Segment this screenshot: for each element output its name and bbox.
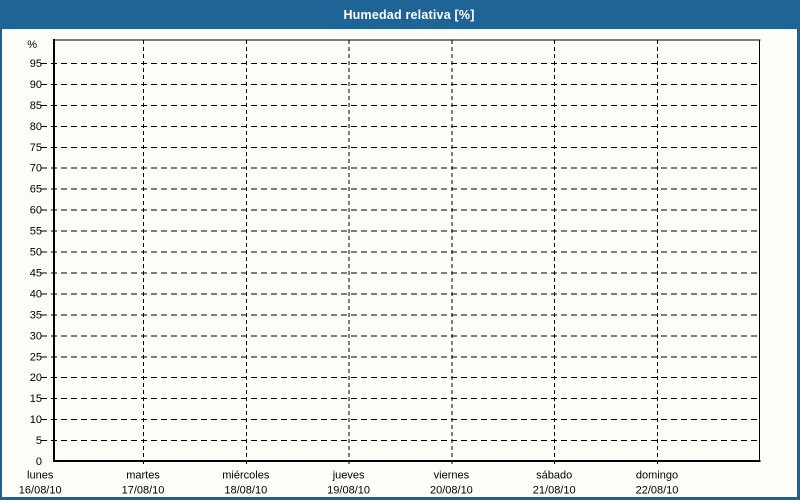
date-label: 16/08/10: [19, 485, 62, 497]
date-label: 22/08/10: [636, 485, 679, 497]
y-tick-label: 70: [30, 163, 42, 175]
day-label: domingo: [636, 470, 678, 482]
y-tick-label: 75: [30, 142, 42, 154]
day-label: viernes: [434, 470, 470, 482]
date-label: 20/08/10: [430, 485, 473, 497]
y-tick-label: 5: [36, 435, 42, 447]
h-gridlines: [41, 62, 760, 442]
day-label: sábado: [536, 470, 572, 482]
frame-border-right: [797, 0, 800, 500]
y-tick-label: 25: [30, 351, 42, 363]
y-tick-label: 10: [30, 414, 42, 426]
y-axis-unit-label: %: [27, 39, 37, 51]
chart-title: Humedad relativa [%]: [343, 7, 475, 22]
x-axis-labels: lunes 16/08/10 martes 17/08/10 miércoles 18/0…: [19, 470, 679, 497]
y-tick-label: 80: [30, 121, 42, 133]
chart-title-bar: Humedad relativa [%]: [0, 0, 800, 29]
date-label: 17/08/10: [122, 485, 165, 497]
day-label: martes: [126, 470, 160, 482]
y-tick-label: 55: [30, 226, 42, 238]
date-label: 19/08/10: [327, 485, 370, 497]
y-tick-label: 35: [30, 309, 42, 321]
y-tick-label: 85: [30, 100, 42, 112]
y-tick-label: 15: [30, 393, 42, 405]
y-axis-labels: 0 5 10 15 20 25 30 35 40 45 50 55 60 65 70 75 80 85 90 95%: [27, 39, 42, 468]
plot-border: [53, 39, 761, 462]
y-tick-label: 20: [30, 372, 42, 384]
y-tick-label: 40: [30, 288, 42, 300]
y-tick-label: 50: [30, 247, 42, 259]
day-label: jueves: [332, 470, 365, 482]
y-tick-label: 60: [30, 205, 42, 217]
day-label: lunes: [27, 470, 54, 482]
y-tick-label: 30: [30, 330, 42, 342]
humidity-chart-plot: 0 5 10 15 20 25 30 35 40 45 50 55 60 65 70 75 80 85 90 95% l…: [19, 39, 761, 497]
frame-border-bottom: [0, 497, 800, 500]
date-label: 18/08/10: [224, 485, 267, 497]
y-tick-label: 65: [30, 184, 42, 196]
day-label: miércoles: [222, 470, 270, 482]
y-tick-label: 0: [36, 456, 42, 468]
v-gridlines: [143, 40, 658, 465]
frame-border-left: [0, 0, 2, 500]
y-tick-label: 45: [30, 267, 42, 279]
date-label: 21/08/10: [533, 485, 576, 497]
y-tick-label: 95: [30, 58, 42, 70]
y-tick-label: 90: [30, 79, 42, 91]
